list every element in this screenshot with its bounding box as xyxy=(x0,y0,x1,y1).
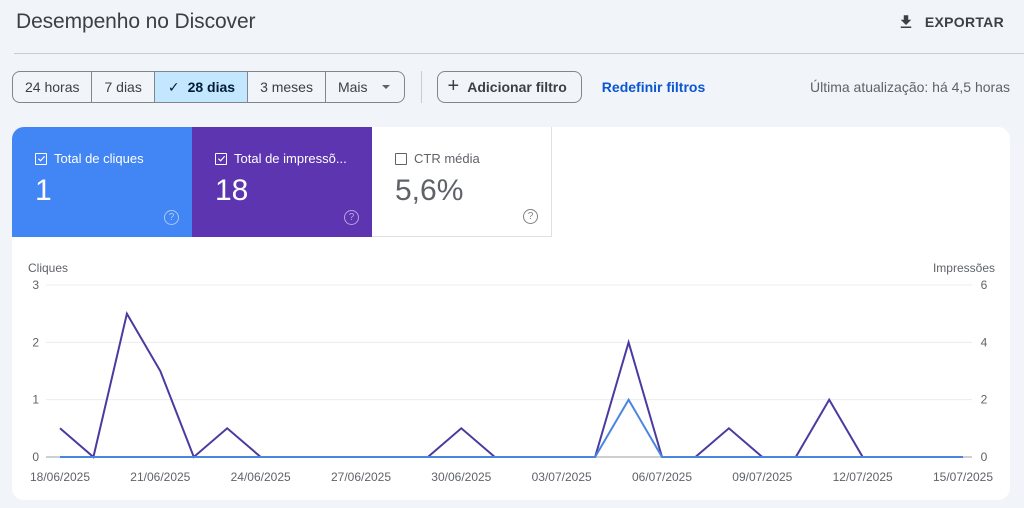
svg-text:12/07/2025: 12/07/2025 xyxy=(833,470,893,484)
header-divider xyxy=(14,53,1024,54)
date-range-selector: 24 horas 7 dias ✓ 28 dias 3 meses Mais xyxy=(12,71,405,103)
svg-text:03/07/2025: 03/07/2025 xyxy=(532,470,592,484)
left-axis-ticks: 0 1 2 3 xyxy=(32,278,39,464)
svg-text:27/06/2025: 27/06/2025 xyxy=(331,470,391,484)
date-range-24h[interactable]: 24 horas xyxy=(13,72,93,102)
gridlines xyxy=(46,284,972,458)
export-button[interactable]: EXPORTAR xyxy=(897,10,1004,34)
toolbar: 24 horas 7 dias ✓ 28 dias 3 meses Mais +… xyxy=(12,71,1010,103)
svg-text:3: 3 xyxy=(32,278,39,292)
download-icon xyxy=(900,15,912,28)
metric-label: Total de cliques xyxy=(54,151,144,166)
left-axis-label: Cliques xyxy=(28,261,68,275)
metric-total-impressions[interactable]: Total de impressõ... 18 ? xyxy=(192,127,372,237)
metric-tabs: Total de cliques 1 ? Total de impressõ..… xyxy=(12,127,1010,237)
svg-text:0: 0 xyxy=(981,450,988,464)
metric-label: Total de impressõ... xyxy=(234,151,347,166)
svg-text:18/06/2025: 18/06/2025 xyxy=(30,470,90,484)
svg-text:2: 2 xyxy=(981,393,988,407)
help-icon[interactable]: ? xyxy=(523,209,538,224)
x-axis-ticks: 18/06/2025 21/06/2025 24/06/2025 27/06/2025… xyxy=(30,470,993,484)
export-label: EXPORTAR xyxy=(924,14,1004,30)
reset-filters-link[interactable]: Redefinir filtros xyxy=(601,79,706,95)
help-icon[interactable]: ? xyxy=(344,210,359,225)
help-icon[interactable]: ? xyxy=(164,210,179,225)
right-axis-label: Impressões xyxy=(933,261,995,275)
add-filter-button[interactable]: + Adicionar filtro xyxy=(436,71,582,103)
date-range-3m[interactable]: 3 meses xyxy=(248,72,326,102)
series-line-clicks xyxy=(60,397,963,458)
metric-value: 1 xyxy=(35,174,52,207)
right-axis-ticks: 0 2 4 6 xyxy=(981,278,988,464)
date-range-more-dropdown[interactable]: Mais xyxy=(326,72,404,102)
checkbox-unchecked-icon[interactable] xyxy=(395,152,407,165)
plus-icon: + xyxy=(447,75,460,97)
toolbar-divider xyxy=(420,71,422,103)
svg-text:24/06/2025: 24/06/2025 xyxy=(231,470,291,484)
svg-text:4: 4 xyxy=(981,335,988,349)
metric-average-ctr[interactable]: CTR média 5,6% ? xyxy=(372,127,552,237)
svg-text:0: 0 xyxy=(32,450,39,464)
checkbox-checked-icon[interactable] xyxy=(35,152,47,165)
date-range-7d[interactable]: 7 dias xyxy=(92,72,155,102)
metric-value: 18 xyxy=(215,174,249,207)
metric-value: 5,6% xyxy=(395,174,464,207)
metric-label: CTR média xyxy=(414,151,480,166)
svg-text:30/06/2025: 30/06/2025 xyxy=(431,470,491,484)
performance-card: Total de cliques 1 ? Total de impressõ..… xyxy=(12,127,1010,500)
svg-text:6: 6 xyxy=(981,278,988,292)
last-update-text: Última atualização: há 4,5 horas xyxy=(810,79,1010,95)
date-range-28d[interactable]: ✓ 28 dias xyxy=(154,72,249,102)
series-lines xyxy=(59,311,963,459)
page-title: Desempenho no Discover xyxy=(16,10,256,33)
svg-text:2: 2 xyxy=(32,335,39,349)
check-icon: ✓ xyxy=(167,78,180,95)
svg-text:06/07/2025: 06/07/2025 xyxy=(632,470,692,484)
checkbox-checked-icon[interactable] xyxy=(215,152,227,165)
metric-total-clicks[interactable]: Total de cliques 1 ? xyxy=(12,127,192,237)
caret-down-icon xyxy=(381,85,390,89)
svg-text:21/06/2025: 21/06/2025 xyxy=(130,470,190,484)
svg-text:15/07/2025: 15/07/2025 xyxy=(933,470,993,484)
svg-text:1: 1 xyxy=(32,393,39,407)
svg-text:09/07/2025: 09/07/2025 xyxy=(732,470,792,484)
series-line-impressions xyxy=(59,311,963,459)
